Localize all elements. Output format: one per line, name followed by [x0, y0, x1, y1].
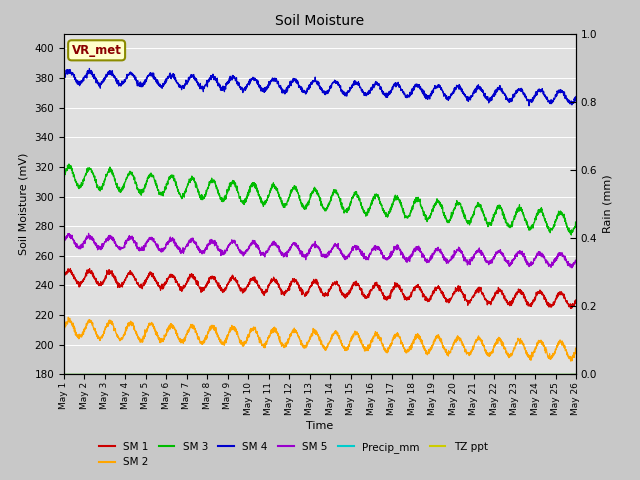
Y-axis label: Rain (mm): Rain (mm) [603, 175, 613, 233]
X-axis label: Time: Time [307, 420, 333, 431]
Text: VR_met: VR_met [72, 44, 122, 57]
Legend: SM 1, SM 2, SM 3, SM 4, SM 5, Precip_mm, TZ ppt: SM 1, SM 2, SM 3, SM 4, SM 5, Precip_mm,… [95, 438, 492, 471]
Title: Soil Moisture: Soil Moisture [275, 14, 365, 28]
Y-axis label: Soil Moisture (mV): Soil Moisture (mV) [19, 153, 29, 255]
